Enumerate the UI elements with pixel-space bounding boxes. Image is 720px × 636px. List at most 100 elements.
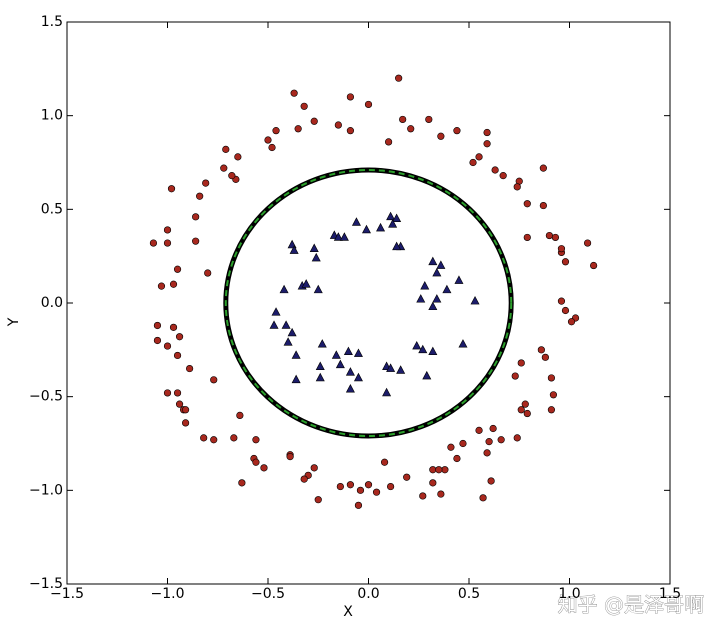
circle-point [537, 346, 545, 354]
circle-point [153, 336, 162, 345]
triangle-point [388, 219, 398, 228]
circle-point [300, 475, 308, 483]
circle-point [429, 466, 437, 474]
circle-point [547, 374, 556, 382]
circle-point [236, 411, 244, 420]
circle-point [567, 318, 576, 326]
circle-point [260, 464, 268, 472]
y-tick-label: 1.5 [41, 14, 63, 30]
circle-point [485, 438, 493, 446]
circle-point [499, 172, 507, 180]
circle-point [447, 443, 455, 451]
circle-point [346, 93, 355, 101]
circle-point [475, 426, 483, 434]
circle-point [210, 436, 218, 444]
circle-point [202, 179, 210, 187]
circle-point [387, 482, 395, 491]
circle-point [551, 233, 560, 242]
circle-point [395, 74, 403, 82]
circle-point [545, 231, 554, 240]
circle-point [557, 245, 566, 253]
circle-point [181, 419, 190, 427]
triangle-point [418, 344, 428, 354]
triangle-point [309, 243, 319, 252]
circle-point [419, 492, 427, 500]
triangle-point [382, 387, 392, 397]
triangle-point [422, 370, 432, 380]
circle-point [346, 127, 355, 135]
triangle-point [283, 337, 293, 346]
circle-point [220, 164, 228, 172]
triangle-point [315, 372, 325, 382]
circle-point [290, 89, 298, 97]
circle-point [192, 237, 200, 245]
x-tick-label: 0.5 [458, 586, 480, 602]
triangle-point [317, 339, 327, 348]
circle-point [399, 115, 407, 124]
triangle-point [454, 275, 464, 284]
circle-point [517, 406, 525, 414]
circle-point [234, 153, 242, 161]
circle-point [336, 482, 344, 491]
triangle-point [458, 339, 468, 348]
triangle-point [333, 232, 343, 241]
circle-point [230, 434, 238, 442]
y-tick-label: −1.0 [29, 482, 63, 498]
triangle-point [291, 350, 301, 359]
triangle-point [386, 363, 396, 372]
circle-point [513, 183, 521, 191]
triangle-point [428, 346, 438, 356]
circle-point [547, 406, 556, 414]
circle-point [521, 400, 529, 408]
circle-point [497, 436, 505, 444]
y-tick-label: −0.5 [29, 389, 63, 405]
circle-point [163, 389, 172, 397]
circle-point [200, 434, 208, 442]
circle-point [590, 261, 598, 270]
circle-point [453, 127, 461, 135]
triangle-point [432, 267, 442, 277]
circle-point [210, 376, 218, 384]
circle-point [238, 479, 246, 487]
circle-point [163, 226, 172, 234]
circle-point [294, 125, 302, 133]
circle-point [196, 192, 204, 200]
circle-point [407, 125, 415, 133]
circle-point [483, 128, 491, 137]
triangle-point [339, 232, 349, 241]
plot-area [66, 21, 671, 585]
triangle-point [353, 372, 363, 382]
triangle-point [412, 340, 422, 350]
circle-point [541, 353, 549, 361]
circle-point [549, 391, 558, 399]
circle-point [483, 140, 491, 148]
circle-point [469, 158, 477, 167]
y-tick-label: 1.0 [41, 108, 63, 124]
circle-point [539, 201, 547, 210]
circle-point [252, 436, 260, 444]
circle-point [286, 453, 294, 461]
triangle-point [311, 252, 321, 262]
triangle-point [279, 284, 289, 294]
circle-point [453, 454, 461, 463]
circle-point [334, 121, 342, 129]
triangle-point [313, 284, 323, 294]
circle-point [489, 424, 497, 433]
x-tick-label: −0.5 [251, 586, 285, 602]
triangle-point [315, 361, 325, 370]
circle-point [429, 479, 437, 487]
circle-point [557, 297, 566, 305]
circle-point [314, 496, 322, 504]
circle-point [175, 400, 184, 408]
triangle-point [331, 350, 341, 359]
x-tick-label: 0.0 [357, 586, 379, 602]
triangle-point [376, 222, 386, 232]
circle-point [372, 488, 381, 496]
circle-point [354, 501, 363, 509]
circle-point [385, 138, 393, 146]
circle-point [364, 100, 373, 109]
x-tick-label: −1.0 [151, 586, 185, 602]
triangle-point [351, 217, 361, 226]
y-tick-label: −1.5 [29, 576, 63, 592]
